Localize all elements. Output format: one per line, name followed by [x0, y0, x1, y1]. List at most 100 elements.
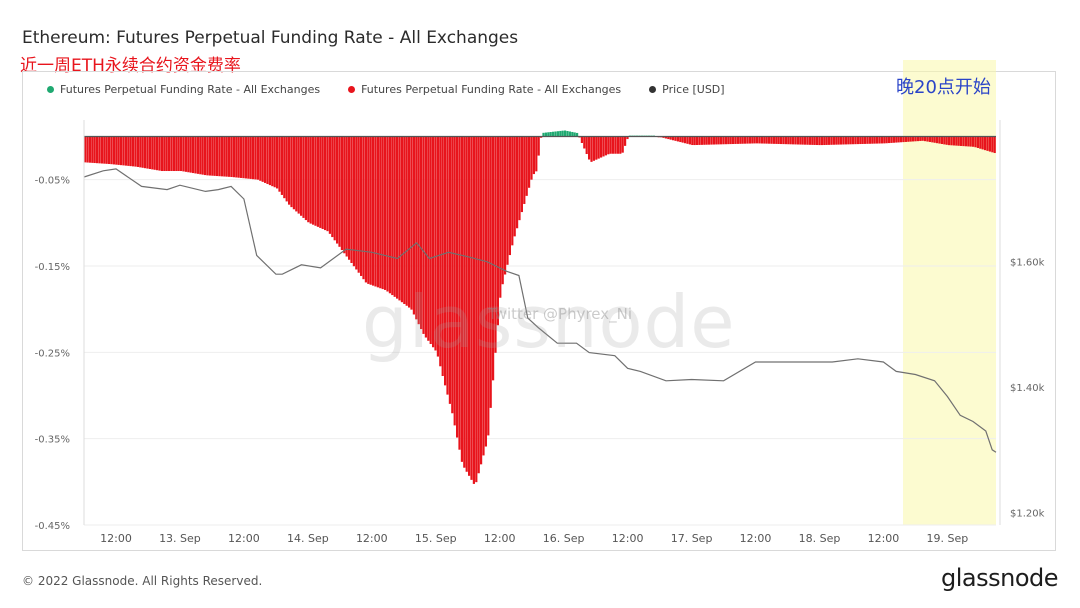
funding-bar — [518, 136, 521, 221]
funding-bar — [842, 136, 845, 145]
funding-bar — [739, 136, 742, 144]
funding-bar — [122, 136, 125, 166]
funding-bar — [708, 136, 711, 145]
funding-bar — [379, 136, 382, 289]
funding-bar — [612, 136, 615, 154]
funding-bar — [180, 136, 183, 172]
funding-bar — [912, 136, 915, 142]
legend-item-funding-negative[interactable]: Futures Perpetual Funding Rate - All Exc… — [348, 83, 621, 96]
funding-bar — [499, 136, 502, 298]
funding-bar — [225, 136, 228, 177]
funding-bar — [273, 136, 276, 188]
funding-bar — [782, 136, 785, 145]
funding-bar — [806, 136, 809, 145]
funding-bar — [549, 132, 552, 137]
funding-bar — [988, 136, 991, 152]
funding-bar — [391, 136, 394, 296]
funding-bar — [475, 136, 478, 483]
funding-bar — [218, 136, 221, 177]
funding-bar — [624, 136, 627, 146]
x-tick-label: 12:00 — [484, 532, 516, 545]
funding-bar — [916, 136, 919, 142]
funding-bar — [333, 136, 336, 241]
funding-bar — [348, 136, 351, 260]
funding-bar — [972, 136, 975, 147]
funding-bar — [252, 136, 255, 180]
funding-bar — [698, 136, 701, 145]
funding-bar — [816, 136, 819, 146]
legend-item-funding-positive[interactable]: Futures Perpetual Funding Rate - All Exc… — [47, 83, 320, 96]
funding-bar — [319, 136, 322, 228]
legend-item-price[interactable]: Price [USD] — [649, 83, 725, 96]
funding-bar — [823, 136, 826, 146]
funding-bar — [664, 136, 667, 139]
funding-bar — [540, 136, 543, 138]
green-dot-icon — [47, 86, 54, 93]
funding-bar — [768, 136, 771, 144]
funding-bar — [480, 136, 483, 465]
x-tick-label: 12:00 — [228, 532, 260, 545]
funding-bar — [350, 136, 353, 263]
funding-bar — [172, 136, 175, 172]
funding-bar — [98, 136, 101, 164]
funding-bar — [592, 136, 595, 161]
funding-bar — [796, 136, 799, 145]
funding-bar — [364, 136, 367, 283]
funding-bar — [547, 132, 550, 137]
funding-bar — [256, 136, 259, 180]
funding-bar — [307, 136, 310, 223]
funding-bar — [746, 136, 749, 144]
x-tick-label: 12:00 — [356, 532, 388, 545]
funding-bar — [789, 136, 792, 145]
glassnode-logo[interactable]: glassnode — [940, 564, 1059, 592]
funding-bar — [974, 136, 977, 148]
funding-bar — [388, 136, 391, 294]
funding-bar — [458, 136, 461, 450]
funding-bar — [609, 136, 612, 154]
funding-bar — [192, 136, 195, 174]
funding-bar — [763, 136, 766, 144]
funding-bar — [936, 136, 939, 144]
funding-bar — [950, 136, 953, 146]
funding-bar — [847, 136, 850, 145]
funding-bar — [151, 136, 154, 170]
funding-bar — [91, 136, 94, 163]
funding-bar — [753, 136, 756, 144]
funding-bar — [496, 136, 499, 326]
x-tick-label: 17. Sep — [671, 532, 713, 545]
funding-bar — [717, 136, 720, 145]
funding-bar — [756, 136, 759, 144]
funding-bar — [696, 136, 699, 145]
funding-bar — [93, 136, 96, 164]
funding-bar — [808, 136, 811, 145]
funding-bar — [602, 136, 605, 157]
funding-bar — [820, 136, 823, 146]
funding-bar — [979, 136, 982, 149]
funding-bar — [600, 136, 603, 158]
funding-bar — [441, 136, 444, 377]
funding-bar — [511, 136, 514, 246]
funding-bar — [288, 136, 291, 205]
funding-bar — [864, 136, 867, 144]
funding-bar — [314, 136, 317, 226]
funding-bar — [470, 136, 473, 480]
funding-bar — [249, 136, 252, 179]
x-axis: 12:00 13. Sep 12:00 14. Sep 12:00 15. Sep 12:0… — [100, 532, 968, 545]
funding-bar — [871, 136, 874, 144]
funding-bar — [523, 136, 526, 204]
funding-bar — [876, 136, 879, 144]
funding-bar — [278, 136, 281, 192]
funding-bar — [115, 136, 118, 165]
funding-bar — [564, 130, 567, 137]
funding-bar — [840, 136, 843, 145]
x-tick-label: 14. Sep — [287, 532, 329, 545]
legend-label: Futures Perpetual Funding Rate - All Exc… — [60, 83, 321, 96]
funding-bar — [552, 131, 555, 137]
funding-bar — [360, 136, 363, 276]
funding-bar — [568, 131, 571, 137]
funding-bar — [597, 136, 600, 159]
y-left-tick-label: -0.25% — [35, 348, 70, 359]
funding-bar — [264, 136, 267, 183]
funding-bar — [100, 136, 103, 164]
